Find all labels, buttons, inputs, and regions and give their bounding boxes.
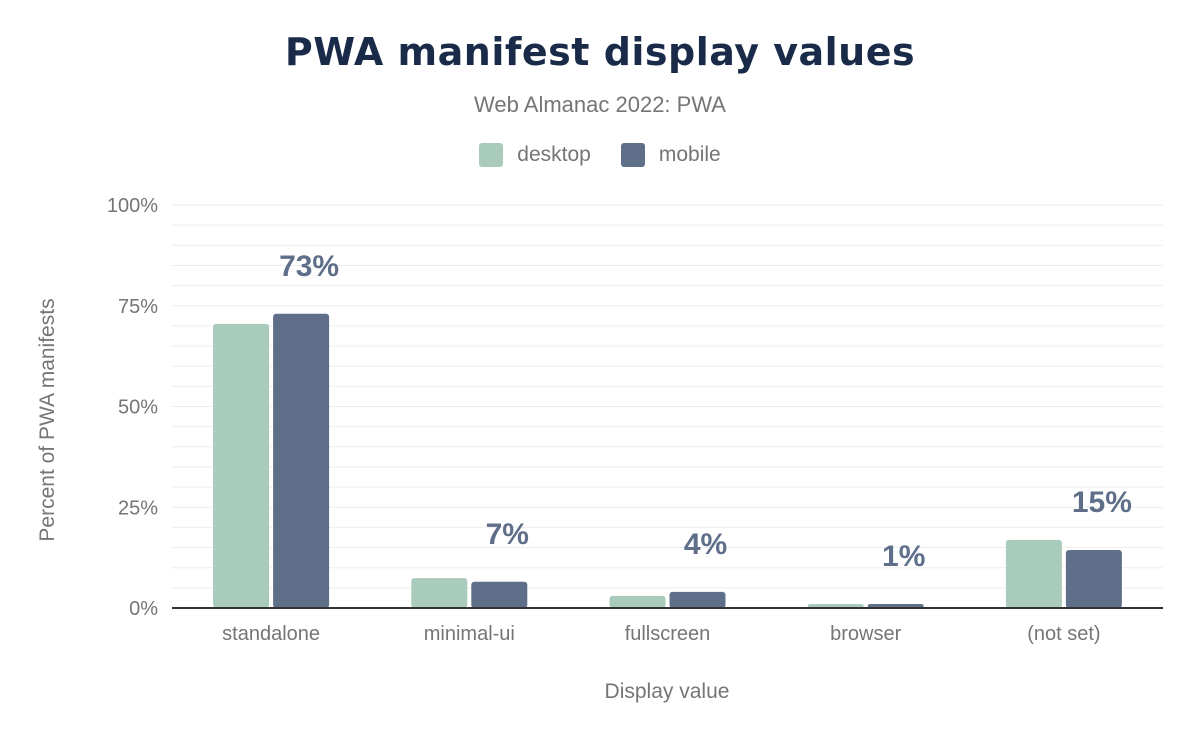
y-axis-label: Percent of PWA manifests: [36, 298, 59, 541]
legend-label-mobile: mobile: [658, 143, 721, 166]
bar-desktop: [807, 603, 864, 608]
legend-label-desktop: desktop: [517, 143, 591, 166]
bar-desktop: [213, 323, 270, 608]
x-tick-label: browser: [830, 623, 901, 645]
y-tick-label: 50%: [118, 397, 158, 419]
legend-item-desktop[interactable]: desktop: [479, 143, 591, 167]
x-tick-label: fullscreen: [625, 623, 711, 645]
bar-mobile: [273, 313, 330, 608]
bar-desktop: [411, 578, 468, 608]
y-tick-label: 0%: [129, 598, 158, 620]
chart-title: PWA manifest display values: [284, 30, 916, 74]
x-tick-label: standalone: [222, 623, 320, 645]
x-tick-label: (not set): [1027, 623, 1100, 645]
legend: desktop mobile: [0, 143, 1200, 167]
x-tick-label: minimal-ui: [424, 623, 515, 645]
bar-mobile: [867, 603, 924, 608]
bar-desktop: [1005, 539, 1062, 608]
bar-mobile: [1065, 549, 1122, 608]
bar-mobile: [669, 591, 726, 608]
bar-desktop: [609, 595, 666, 608]
x-axis-label: Display value: [605, 680, 730, 703]
bar-mobile: [471, 581, 528, 608]
data-label: 1%: [882, 540, 925, 573]
data-label: 73%: [279, 250, 339, 283]
chart-subtitle: Web Almanac 2022: PWA: [474, 92, 726, 117]
legend-item-mobile[interactable]: mobile: [620, 143, 721, 167]
y-tick-label: 75%: [118, 296, 158, 318]
y-tick-label: 100%: [107, 195, 158, 217]
data-label: 7%: [486, 518, 529, 551]
legend-swatch-desktop: [479, 143, 504, 167]
legend-swatch-mobile: [620, 143, 645, 167]
y-tick-label: 25%: [118, 497, 158, 519]
data-label: 4%: [684, 528, 727, 561]
data-label: 15%: [1072, 486, 1132, 519]
